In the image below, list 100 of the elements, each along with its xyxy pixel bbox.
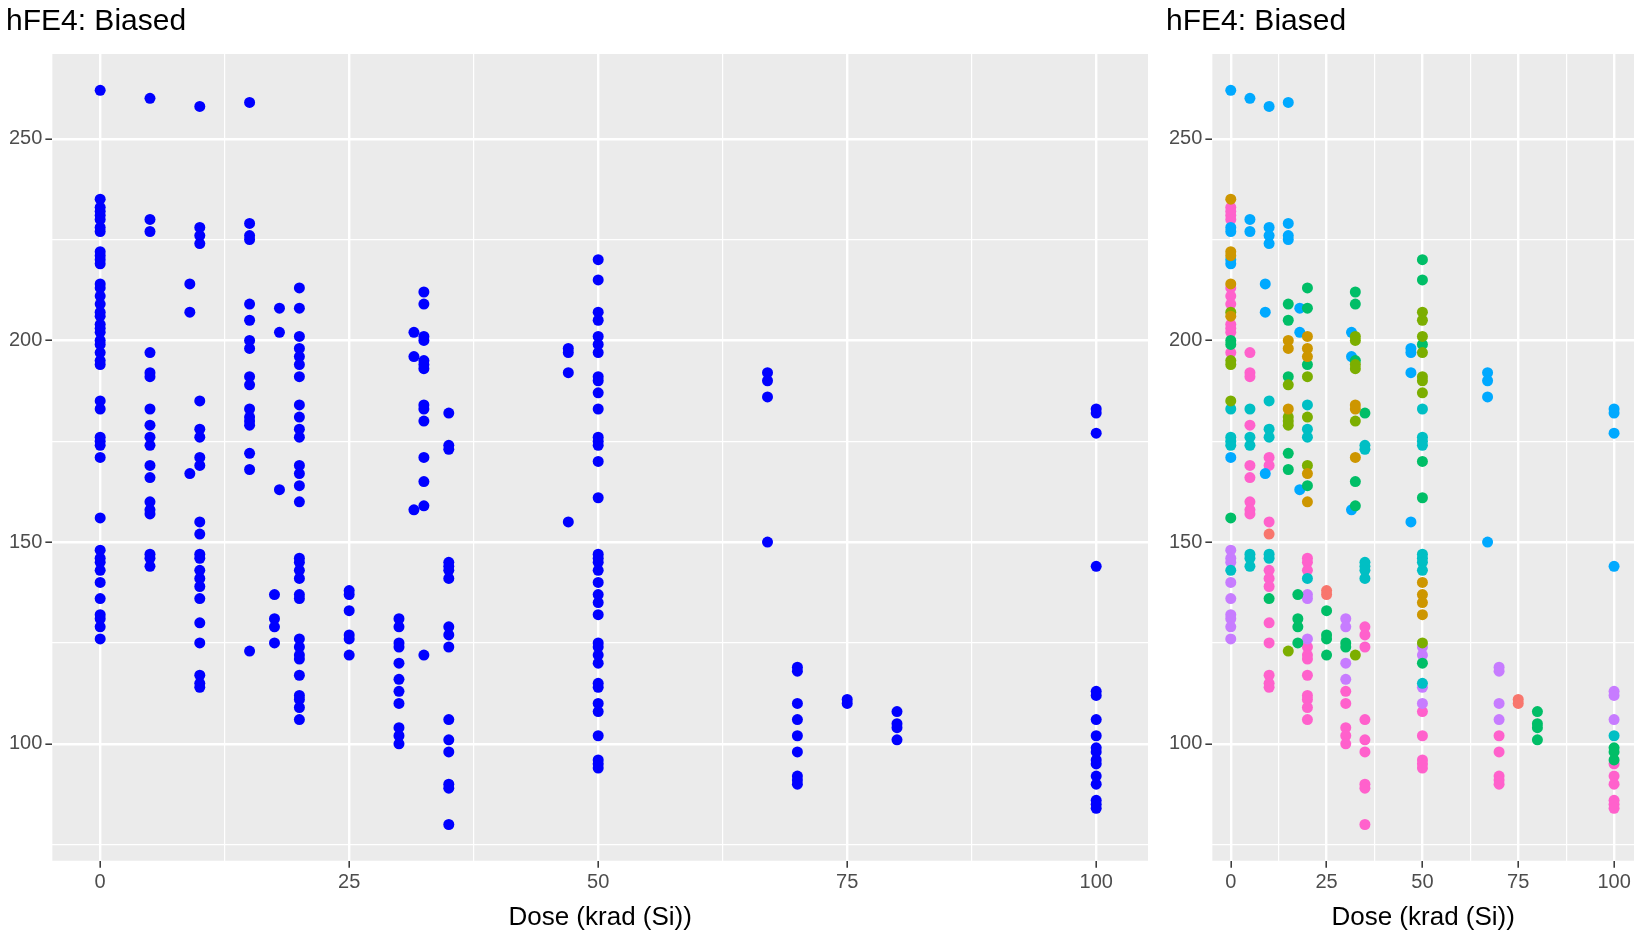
point (1294, 326, 1306, 338)
point (1225, 310, 1237, 322)
point (1416, 657, 1428, 669)
point (1349, 476, 1361, 488)
point (1349, 286, 1361, 298)
x-tick-label: 75 (836, 870, 859, 893)
x-tick-label: 100 (1597, 870, 1631, 893)
point (1301, 371, 1313, 383)
point (1416, 274, 1428, 286)
point (1416, 492, 1428, 504)
point (1482, 391, 1494, 403)
point (1416, 637, 1428, 649)
point (1416, 403, 1428, 415)
y-tick-label: 100 (8, 731, 43, 754)
x-tick-label: 25 (1315, 870, 1338, 893)
point (1225, 395, 1237, 407)
point (1263, 593, 1275, 605)
point (1263, 238, 1275, 250)
point (1416, 697, 1428, 709)
x-tick-label: 0 (1225, 870, 1237, 893)
x-axis-title: Dose (krad (Si)) (1331, 900, 1515, 931)
y-tick-label: 100 (1168, 731, 1203, 754)
point (1259, 306, 1271, 318)
point (1416, 347, 1428, 359)
point (1301, 351, 1313, 363)
point (1416, 597, 1428, 609)
point (1349, 415, 1361, 427)
point (1225, 576, 1237, 588)
point (1244, 403, 1256, 415)
point (1493, 714, 1505, 726)
point (1282, 217, 1294, 229)
point (1340, 657, 1352, 669)
point (1301, 399, 1313, 411)
point (1301, 496, 1313, 508)
point (1225, 278, 1237, 290)
point (1416, 576, 1428, 588)
point (1359, 407, 1371, 419)
point (1301, 411, 1313, 423)
point (1292, 637, 1304, 649)
point (1321, 649, 1333, 661)
x-tick-label: 100 (1079, 870, 1113, 893)
point (1225, 564, 1237, 576)
x-tick-label: 0 (94, 870, 106, 893)
point (1416, 677, 1428, 689)
y-tick-label: 150 (1168, 529, 1203, 552)
point (1244, 226, 1256, 237)
point (1244, 92, 1256, 104)
point (1282, 298, 1294, 310)
point (1282, 314, 1294, 326)
point (1531, 734, 1543, 746)
x-tick-label: 50 (587, 870, 610, 893)
point (1282, 379, 1294, 391)
y-tick-label: 150 (8, 529, 43, 552)
chart-title: hFE4: Biased (1166, 3, 1347, 37)
point (1301, 480, 1313, 492)
x-tick-label: 25 (338, 870, 361, 893)
point (1608, 730, 1620, 742)
point (1608, 560, 1620, 572)
x-axis-title: Dose (krad (Si)) (508, 900, 692, 931)
point (1225, 512, 1237, 524)
point (1301, 282, 1313, 294)
point (1282, 96, 1294, 108)
x-tick-label: 50 (1411, 870, 1434, 893)
point (1416, 387, 1428, 399)
point (1493, 697, 1505, 709)
point (1282, 464, 1294, 475)
point (1259, 468, 1271, 480)
point (1263, 395, 1275, 407)
point (1292, 621, 1304, 633)
point (1225, 451, 1237, 463)
y-tick-label: 250 (8, 126, 43, 149)
point (1301, 330, 1313, 342)
point (1608, 714, 1620, 726)
point (1259, 278, 1271, 290)
point (1301, 302, 1313, 314)
point (1301, 572, 1313, 584)
point (1340, 673, 1352, 685)
point (1282, 403, 1294, 415)
y-tick-label: 200 (8, 327, 43, 350)
point (1263, 100, 1275, 112)
chart-title: hFE4: Biased (6, 3, 187, 37)
point (1416, 609, 1428, 621)
point (1301, 468, 1313, 480)
point (1301, 633, 1313, 645)
point (1349, 649, 1361, 661)
point (1482, 375, 1494, 387)
y-tick-label: 200 (1168, 327, 1203, 350)
point (1294, 484, 1306, 496)
point (1416, 330, 1428, 342)
point (1349, 500, 1361, 512)
point (1282, 447, 1294, 459)
point (1608, 427, 1620, 439)
point (1405, 516, 1417, 528)
point (1482, 536, 1494, 548)
point (1282, 645, 1294, 657)
y-tick-label: 250 (1168, 126, 1203, 149)
point (1416, 254, 1428, 266)
point (1531, 706, 1543, 718)
point (1416, 455, 1428, 467)
point (1225, 633, 1237, 645)
